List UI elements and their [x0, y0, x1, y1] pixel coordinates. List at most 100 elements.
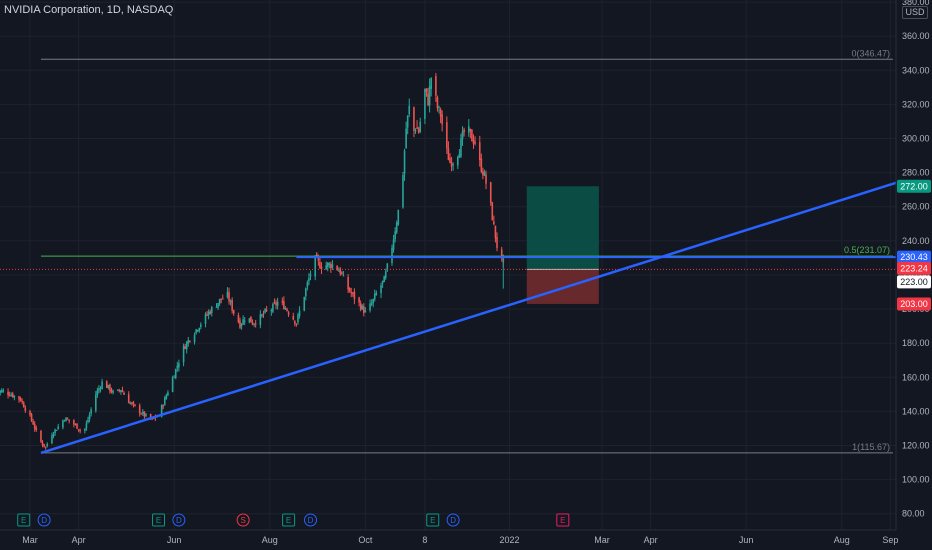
currency-badge[interactable]: USD [902, 6, 928, 19]
candle-body [395, 222, 398, 233]
event-marker[interactable] [152, 513, 166, 527]
candle-body [380, 285, 382, 294]
candle-body [381, 280, 384, 284]
candle-body [339, 268, 342, 274]
event-marker[interactable] [556, 513, 570, 527]
candle-body [87, 419, 89, 423]
candle-body [118, 390, 121, 392]
candle-body [489, 182, 492, 203]
candle-body [32, 421, 34, 425]
event-marker-label: S [240, 516, 245, 525]
candle-body [254, 323, 257, 325]
candle-body [63, 420, 66, 422]
candle-body [250, 316, 252, 323]
candle-body [494, 225, 497, 239]
candle-body [350, 292, 353, 294]
candle-body [463, 129, 465, 133]
candle-body [441, 114, 443, 125]
event-marker[interactable] [282, 513, 296, 527]
candle-body [167, 392, 169, 396]
symbol-title[interactable]: NVIDIA Corporation, 1D, NASDAQ [4, 4, 174, 16]
candle-body [57, 426, 60, 430]
event-marker[interactable] [304, 513, 318, 527]
candle-body [68, 419, 70, 421]
price-tag [897, 261, 931, 275]
candle-body [309, 274, 312, 277]
candle-body [134, 404, 136, 406]
target-zone[interactable] [526, 186, 599, 270]
candle-body [461, 131, 464, 140]
price-tick-label: 140.00 [902, 406, 930, 416]
candle-body [149, 414, 152, 419]
event-marker[interactable] [37, 513, 51, 527]
candle-body [449, 157, 451, 163]
price-tick-label: 160.00 [902, 372, 930, 382]
candle-body [394, 231, 396, 240]
candle-body [43, 444, 45, 447]
candle-body [364, 310, 367, 313]
price-axis[interactable]: 80.00100.00120.00140.00160.00180.00200.0… [895, 0, 932, 550]
candle-body [483, 172, 486, 176]
candle-body [430, 77, 432, 89]
candle-body [500, 249, 503, 257]
time-tick-label: Mar [22, 535, 38, 545]
candle-body [123, 392, 125, 395]
price-tag-label: 223.24 [900, 263, 928, 273]
candle-body [174, 368, 177, 379]
candle-body [336, 265, 338, 270]
event-marker[interactable] [426, 513, 440, 527]
candle-body [21, 401, 23, 403]
candle-body [383, 276, 385, 283]
candle-body [450, 162, 453, 167]
price-tag-label: 223.00 [900, 277, 928, 287]
candle-body [239, 320, 241, 328]
candle-body [99, 387, 102, 389]
candle-body [228, 292, 230, 302]
time-axis[interactable]: Mar Apr Jun Aug Oct 8 2022 Mar Apr Jun Aug Sep [0, 529, 898, 545]
price-tick-label: 180.00 [902, 338, 930, 348]
price-axis-bg [896, 0, 932, 550]
trendline[interactable] [40, 181, 897, 455]
stop-zone[interactable] [526, 269, 599, 304]
drawing-lines[interactable] [0, 58, 897, 455]
candle-body [472, 139, 475, 144]
candle-body [101, 381, 103, 389]
fib-label: 0(346.47) [851, 48, 890, 58]
candle-body [204, 313, 207, 324]
fib-label: 1(115.67) [852, 442, 890, 452]
candle-body [24, 407, 27, 411]
candle-body [447, 148, 450, 161]
candle-body [138, 405, 141, 414]
event-marker[interactable] [172, 513, 186, 527]
price-tick-label: 300.00 [902, 134, 930, 144]
candle-body [189, 340, 191, 342]
candle-body [384, 271, 387, 279]
event-marker[interactable] [17, 513, 31, 527]
event-marker[interactable] [236, 513, 250, 527]
candle-body [265, 309, 268, 311]
candle-body [485, 174, 487, 184]
price-tick-label: 80.00 [902, 509, 925, 519]
candle-body [221, 298, 224, 300]
position-zones[interactable] [526, 186, 599, 304]
candle-body [295, 323, 298, 325]
candle-body [348, 288, 351, 292]
candle-body [46, 443, 49, 446]
candle-body [273, 302, 276, 304]
candle-body [458, 154, 461, 158]
candle-body [109, 384, 111, 392]
candle-body [232, 310, 235, 314]
candle-body [373, 293, 376, 300]
candle-body [185, 342, 188, 350]
candle-body [76, 423, 78, 429]
candle-body [54, 429, 56, 434]
candle-body [491, 202, 494, 221]
candle-body [438, 106, 440, 108]
time-tick-label: 8 [422, 535, 427, 545]
candle-body [414, 129, 417, 132]
event-marker[interactable] [446, 513, 460, 527]
time-tick-label: Jun [739, 535, 754, 545]
